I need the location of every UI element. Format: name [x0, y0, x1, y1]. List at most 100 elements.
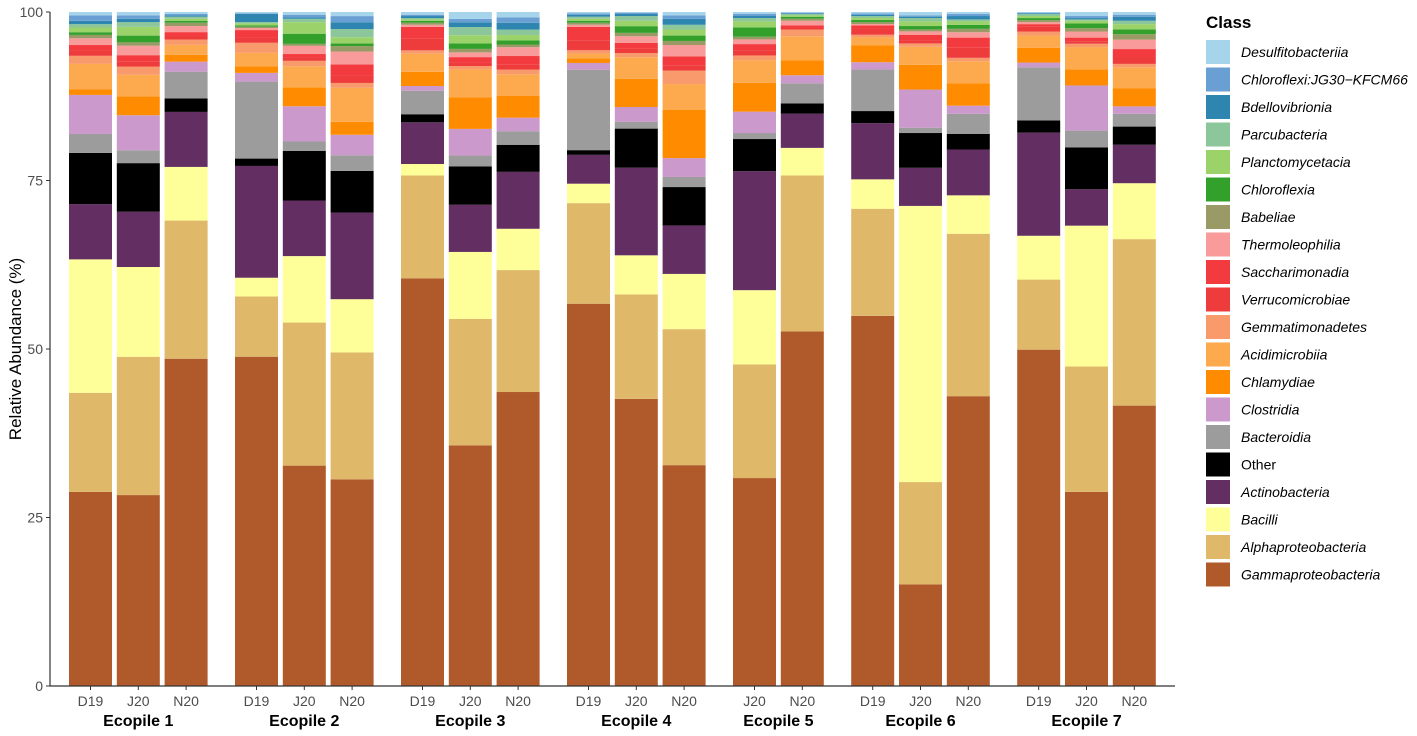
bar-segment-babeliae [448, 48, 492, 53]
bar-segment-other [116, 163, 160, 212]
bar-segment-gammaproteobacteria [235, 356, 278, 686]
bar-segment-alphaproteobacteria [448, 318, 492, 446]
bar-segment-actinobacteria [401, 122, 444, 165]
bar-segment-gemmatimonadetes [1017, 31, 1061, 36]
bar-segment-clostridia [899, 89, 942, 128]
bar-segment-verrucomicrobiae [401, 38, 444, 51]
legend-label: Parcubacteria [1241, 127, 1328, 143]
bar-segment-acidimicrobiia [401, 53, 444, 72]
bar-segment-acidimicrobiia [496, 74, 540, 96]
legend-label: Alphaproteobacteria [1240, 539, 1367, 555]
bar-segment-gemmatimonadetes [401, 50, 444, 54]
bar-segment-verrucomicrobiae [1065, 41, 1108, 44]
bar-segment-desulfitobacteriia [401, 12, 444, 15]
legend-label: Planctomycetacia [1241, 154, 1351, 170]
bar-segment-acidimicrobiia [662, 84, 706, 110]
legend-swatch [1206, 260, 1230, 284]
bar-segment-thermoleophilia [851, 24, 895, 26]
bar-segment-other [448, 166, 492, 205]
bar-segment-saccharimonadia [780, 25, 824, 28]
bar-segment-gammaproteobacteria [899, 584, 942, 686]
bar-segment-chloroflexi-jg30-kfcm66 [899, 15, 942, 17]
bar-segment-gemmatimonadetes [899, 43, 942, 47]
x-tick-label: N20 [671, 693, 697, 709]
bar-segment-acidimicrobiia [69, 63, 112, 90]
legend-item-clostridia: Clostridia [1206, 397, 1300, 422]
bar-segment-saccharimonadia [733, 44, 776, 51]
x-tick-label: J20 [293, 693, 316, 709]
bar-segment-bacilli [946, 195, 990, 234]
bar-segment-gemmatimonadetes [282, 60, 326, 67]
bar-segment-chloroflexi-jg30-kfcm66 [401, 14, 444, 17]
bar-segment-gemmatimonadetes [116, 66, 160, 75]
bar-segment-chloroflexi-jg30-kfcm66 [1065, 16, 1108, 19]
bar-segment-bacteroidia [780, 83, 824, 104]
bar-segment-planctomycetacia [946, 21, 990, 25]
bar-segment-planctomycetacia [116, 26, 160, 36]
bar-segment-chlamydiae [164, 54, 208, 62]
bar-segment-gammaproteobacteria [69, 491, 112, 686]
x-tick-label: J20 [1075, 693, 1098, 709]
x-tick-label: D19 [576, 693, 602, 709]
bar-segment-chloroflexi-jg30-kfcm66 [448, 18, 492, 23]
legend-item-other: Other [1206, 452, 1276, 477]
bars-layer [69, 12, 1156, 686]
bar-segment-saccharimonadia [401, 26, 444, 39]
bar-segment-bacilli [733, 290, 776, 365]
bar-segment-chloroflexia [662, 35, 706, 41]
bar-segment-desulfitobacteriia [282, 12, 326, 15]
bar-segment-thermoleophilia [733, 39, 776, 45]
bar-segment-bdellovibrionia [851, 14, 895, 17]
bar-segment-alphaproteobacteria [614, 294, 658, 399]
bar-segment-bacilli [69, 259, 112, 393]
bar-segment-bdellovibrionia [614, 14, 658, 17]
bar-segment-thermoleophilia [164, 26, 208, 33]
bar-segment-chloroflexia [733, 27, 776, 37]
bar-segment-chloroflexia [614, 26, 658, 33]
bar-ecopile-1-d19 [69, 12, 112, 686]
bar-segment-chloroflexi-jg30-kfcm66 [662, 15, 706, 19]
bar-segment-alphaproteobacteria [851, 208, 895, 316]
x-tick-label: N20 [339, 693, 365, 709]
bar-segment-bdellovibrionia [1065, 18, 1108, 20]
bar-segment-bacilli [401, 164, 444, 176]
bar-segment-babeliae [899, 29, 942, 32]
bar-segment-clostridia [851, 62, 895, 70]
bar-segment-bacteroidia [69, 133, 112, 153]
legend-swatch [1206, 122, 1230, 147]
bar-segment-clostridia [164, 61, 208, 72]
bar-segment-desulfitobacteriia [164, 12, 208, 15]
bar-segment-bacteroidia [851, 69, 895, 112]
bar-segment-gammaproteobacteria [496, 392, 540, 686]
bar-segment-desulfitobacteriia [780, 12, 824, 13]
bar-segment-planctomycetacia [662, 29, 706, 36]
bar-segment-babeliae [662, 40, 706, 45]
bar-segment-clostridia [946, 105, 990, 114]
bar-segment-bacilli [899, 205, 942, 483]
bar-segment-bacteroidia [946, 113, 990, 134]
bar-segment-desulfitobacteriia [116, 12, 160, 16]
legend-swatch [1206, 507, 1230, 532]
bar-segment-bacteroidia [1065, 130, 1108, 148]
bar-ecopile-2-j20 [282, 12, 326, 686]
bar-segment-desulfitobacteriia [567, 12, 610, 14]
bar-segment-saccharimonadia [851, 25, 895, 29]
bar-segment-parcubacteria [851, 16, 895, 19]
bar-segment-verrucomicrobiae [851, 28, 895, 35]
bar-segment-thermoleophilia [496, 47, 540, 57]
bar-segment-verrucomicrobiae [69, 50, 112, 56]
bar-segment-actinobacteria [1065, 189, 1108, 226]
bar-ecopile-5-n20 [780, 12, 824, 686]
bar-segment-bdellovibrionia [69, 20, 112, 25]
bar-segment-babeliae [164, 22, 208, 27]
bar-segment-clostridia [780, 75, 824, 84]
bar-segment-babeliae [401, 22, 444, 25]
bar-segment-saccharimonadia [496, 56, 540, 65]
group-label: Ecopile 1 [103, 713, 173, 730]
bar-segment-alphaproteobacteria [496, 270, 540, 393]
bar-segment-desulfitobacteriia [448, 12, 492, 19]
bar-segment-saccharimonadia [235, 30, 278, 38]
bar-segment-alphaproteobacteria [282, 322, 326, 466]
bar-segment-chloroflexi-jg30-kfcm66 [614, 12, 658, 15]
bar-segment-chloroflexia [282, 33, 326, 44]
